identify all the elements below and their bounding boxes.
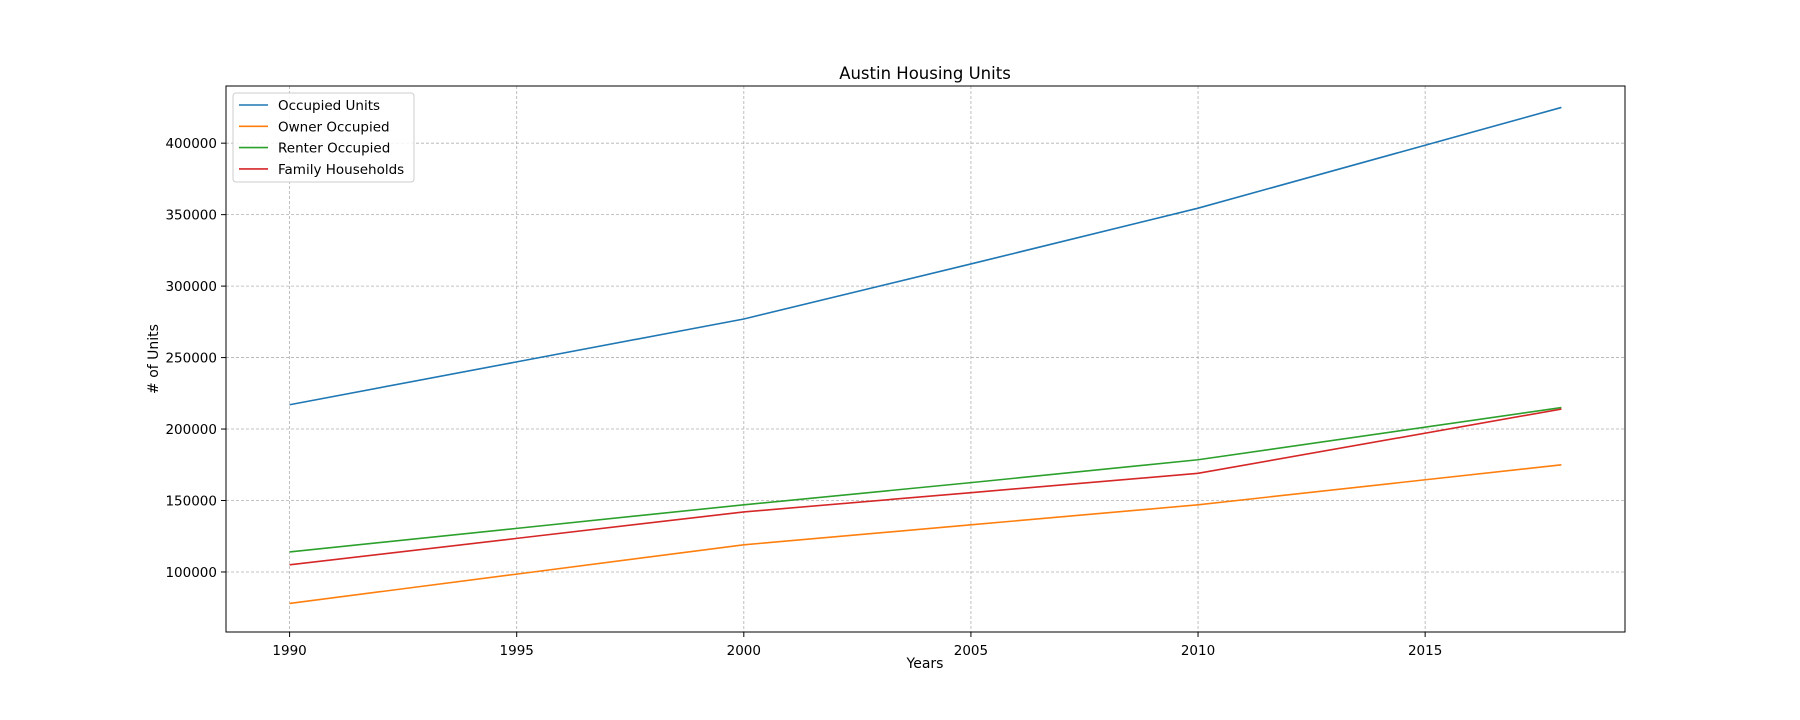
x-tick-label: 2015 [1408,643,1442,659]
series-line-2 [289,406,1562,553]
y-tick-label: 200000 [165,422,217,438]
x-tick-label: 1990 [272,643,306,659]
plot-area-frame [225,85,1626,633]
y-axis: 100000 150000 200000 250000 300000 350000 4000… [165,136,226,581]
series-line-0 [289,106,1562,406]
series-line-3 [289,408,1562,566]
legend-label: Owner Occupied [278,119,390,135]
x-tick-label: 2000 [727,643,761,659]
y-tick-label: 100000 [165,565,217,581]
series-lines [289,106,1562,605]
y-tick-label: 300000 [165,279,217,295]
series-line-1 [289,463,1562,605]
legend-box [232,92,415,183]
x-axis-label: Years [906,656,944,672]
y-tick-label: 250000 [165,351,217,367]
x-tick-label: 1995 [500,643,534,659]
x-axis: 1990 1995 2000 2005 2010 2015 [272,632,1442,659]
legend-label: Family Households [278,162,404,178]
legend: Occupied Units Owner Occupied Renter Occup… [232,92,415,183]
x-tick-label: 2010 [1181,643,1215,659]
legend-label: Occupied Units [278,98,380,114]
y-axis-label: # of Units [146,324,162,394]
x-tick-label: 2005 [954,643,988,659]
y-tick-label: 400000 [165,136,217,152]
legend-label: Renter Occupied [278,141,390,157]
y-tick-label: 350000 [165,208,217,224]
grid-lines [226,86,1625,632]
chart-title: Austin Housing Units [839,64,1011,83]
y-tick-label: 150000 [165,494,217,510]
